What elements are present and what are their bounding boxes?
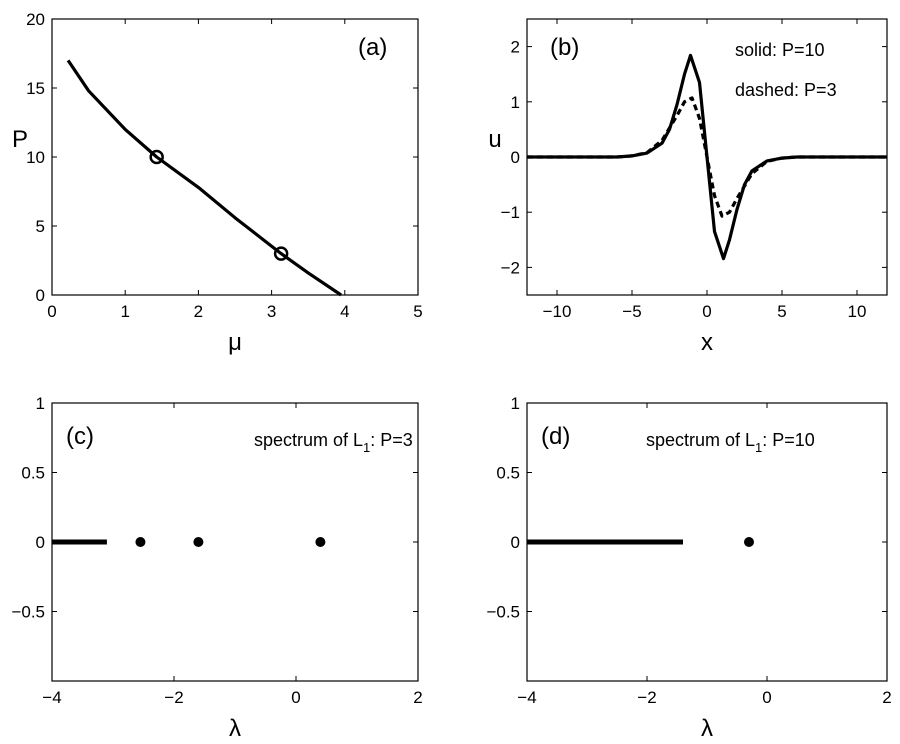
x-tick-label: 5 <box>777 302 786 321</box>
y-tick-label: 0.5 <box>21 464 45 483</box>
annotation-tail: : P=3 <box>370 430 413 450</box>
x-tick-label: 0 <box>762 688 771 707</box>
y-tick-label: 1 <box>511 394 520 413</box>
x-tick-label: −10 <box>543 302 572 321</box>
panel-label: (d) <box>541 423 570 450</box>
x-tick-label: 1 <box>120 302 129 321</box>
y-tick-label: −0.5 <box>486 603 520 622</box>
x-axis-label: λ <box>701 715 713 742</box>
eigenvalue-point <box>193 537 204 547</box>
annotation-main: spectrum of L <box>646 430 755 450</box>
panel-label: (b) <box>550 34 579 61</box>
x-tick-label: 0 <box>291 688 300 707</box>
x-tick-label: −4 <box>517 688 536 707</box>
x-tick-label: −2 <box>637 688 656 707</box>
y-tick-label: 1 <box>36 394 45 413</box>
x-tick-label: 2 <box>413 688 422 707</box>
spectrum-annotation: spectrum of L1: P=3 <box>254 430 413 455</box>
annotation-main: spectrum of L <box>254 430 363 450</box>
annotation-subscript: 1 <box>755 440 762 455</box>
x-tick-label: 2 <box>882 688 891 707</box>
y-tick-label: 0 <box>36 286 45 305</box>
x-tick-label: 3 <box>267 302 276 321</box>
eigenvalue-point <box>135 537 146 547</box>
x-tick-label: −4 <box>42 688 61 707</box>
y-axis-label: P <box>12 126 28 153</box>
y-tick-label: −1 <box>501 203 520 222</box>
panel-label: (a) <box>358 34 387 61</box>
panel-label: (c) <box>66 423 94 450</box>
y-tick-label: 20 <box>26 10 45 29</box>
y-tick-label: −0.5 <box>11 603 45 622</box>
x-tick-label: 5 <box>413 302 422 321</box>
y-tick-label: 0 <box>511 148 520 167</box>
annotation-subscript: 1 <box>363 440 370 455</box>
annotation-tail: : P=10 <box>762 430 815 450</box>
series-line-solid <box>66 59 342 297</box>
x-tick-label: −5 <box>622 302 641 321</box>
y-axis-label: u <box>488 126 501 153</box>
y-tick-label: 10 <box>26 148 45 167</box>
x-tick-label: 10 <box>848 302 867 321</box>
panel-c: −4 −2 0 2−0.500.51λ(c) spectrum of L1: P=3 <box>11 394 422 742</box>
y-tick-label: 0 <box>511 533 520 552</box>
x-axis-label: x <box>701 329 713 356</box>
y-tick-label: 2 <box>511 38 520 57</box>
y-tick-label: 5 <box>36 217 45 236</box>
y-tick-label: 0 <box>36 533 45 552</box>
data-marker <box>273 246 289 261</box>
x-axis-label: μ <box>228 329 242 356</box>
panel-a: 0 1 2 3 4 5 0 5 10 15 20 μ P (a) <box>12 10 423 356</box>
series-line-dashed <box>527 96 887 218</box>
legend-annotation: solid: P=10 <box>735 40 825 60</box>
eigenvalue-point <box>744 537 754 547</box>
y-tick-label: 0.5 <box>496 464 520 483</box>
x-axis-label: λ <box>229 715 241 742</box>
y-tick-label: 1 <box>511 93 520 112</box>
x-tick-label: 0 <box>702 302 711 321</box>
panel-d: −4 −2 0 2−0.500.51λ(d) spectrum of L1: P=10 <box>486 394 891 742</box>
x-tick-label: −2 <box>164 688 183 707</box>
y-tick-label: 15 <box>26 79 45 98</box>
spectrum-annotation: spectrum of L1: P=10 <box>646 430 815 455</box>
data-marker <box>149 149 164 165</box>
legend-annotation: dashed: P=3 <box>735 80 837 100</box>
x-tick-label: 2 <box>194 302 203 321</box>
x-tick-label: 4 <box>340 302 349 321</box>
x-tick-label: 0 <box>47 302 56 321</box>
eigenvalue-point <box>315 537 326 547</box>
y-tick-label: −2 <box>501 258 520 277</box>
